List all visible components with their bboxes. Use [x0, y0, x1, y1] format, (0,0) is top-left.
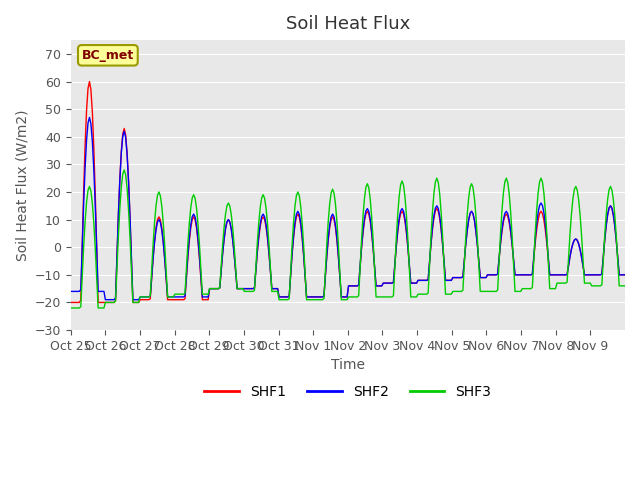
SHF3 [86, 183, 93, 189]
SHF3 [621, 283, 629, 289]
SHF2 [102, 297, 109, 302]
SHF3 [546, 286, 554, 291]
SHF3 [463, 212, 471, 217]
SHF1 [353, 283, 361, 289]
SHF3 [618, 283, 626, 289]
SHF3 [353, 294, 361, 300]
SHF2 [547, 272, 555, 278]
SHF1 [86, 79, 93, 84]
Line: SHF1: SHF1 [70, 82, 625, 302]
SHF2 [106, 297, 113, 302]
SHF1 [104, 300, 112, 305]
SHF2 [620, 272, 627, 278]
Y-axis label: Soil Heat Flux (W/m2): Soil Heat Flux (W/m2) [15, 109, 29, 261]
SHF2 [465, 217, 472, 223]
SHF2 [621, 272, 629, 278]
SHF3 [120, 167, 128, 173]
SHF1 [621, 272, 629, 278]
SHF2 [355, 282, 362, 288]
Text: BC_met: BC_met [82, 49, 134, 62]
Title: Soil Heat Flux: Soil Heat Flux [285, 15, 410, 33]
SHF1 [463, 228, 471, 233]
SHF3 [67, 305, 74, 311]
Legend: SHF1, SHF2, SHF3: SHF1, SHF2, SHF3 [199, 379, 497, 404]
SHF2 [87, 121, 95, 127]
SHF1 [87, 87, 95, 93]
SHF1 [67, 300, 74, 305]
Line: SHF3: SHF3 [70, 170, 625, 308]
SHF1 [546, 272, 554, 278]
SHF2 [86, 115, 93, 120]
SHF2 [67, 288, 74, 294]
Line: SHF2: SHF2 [70, 118, 625, 300]
X-axis label: Time: Time [331, 359, 365, 372]
SHF3 [103, 300, 111, 305]
SHF1 [618, 272, 626, 278]
